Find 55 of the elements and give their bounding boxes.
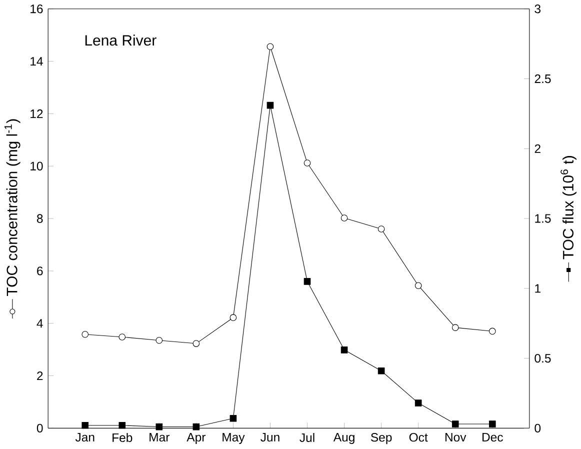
point xyxy=(304,160,311,167)
point xyxy=(340,214,348,222)
x-tick-label: Oct xyxy=(409,433,428,442)
y-axis-title: TOC concentration (mg l$^{-1}$) xyxy=(4,119,20,296)
point xyxy=(82,422,89,429)
point xyxy=(230,314,237,322)
y-tick-label: 2 xyxy=(37,372,43,380)
point xyxy=(118,334,126,341)
point xyxy=(192,340,200,348)
y-tick-label: 16 xyxy=(30,4,43,14)
x-tick-label: Dec xyxy=(482,433,503,442)
y2-axis-title: TOC flux (10$^{6}$ t) xyxy=(560,156,576,260)
x-tick-label: Sep xyxy=(370,433,392,444)
y2-tick-label: 0.5 xyxy=(534,354,551,363)
y-tick-label: 14 xyxy=(30,57,43,66)
point xyxy=(82,331,89,338)
y2-tick-label: 3 xyxy=(534,4,541,14)
x-tick-label: Nov xyxy=(445,433,466,442)
point xyxy=(378,226,385,233)
y2-tick-label: 2.5 xyxy=(534,74,551,84)
x-tick-label: Jun xyxy=(260,433,280,442)
y-tick-label: 8 xyxy=(36,214,43,224)
point xyxy=(340,346,348,354)
y-tick-label: 10 xyxy=(30,162,43,171)
x-tick-label: Aug xyxy=(333,433,354,444)
point xyxy=(488,420,496,428)
point xyxy=(266,102,274,109)
point xyxy=(266,43,274,50)
point xyxy=(414,282,422,290)
point xyxy=(192,424,200,430)
y-tick-label: 0 xyxy=(36,424,43,433)
x-tick-label: May xyxy=(222,433,245,444)
point xyxy=(488,328,496,335)
point xyxy=(156,337,163,344)
y2-tick-label: 0 xyxy=(534,424,541,433)
point xyxy=(230,415,237,422)
point xyxy=(156,424,163,430)
y-tick-label: 12 xyxy=(30,110,43,118)
point xyxy=(452,420,459,428)
x-tick-label: Jan xyxy=(75,433,94,442)
point xyxy=(452,324,459,332)
x-tick-label: Jul xyxy=(300,433,314,442)
y-tick-label: 6 xyxy=(37,266,43,276)
x-tick-label: Feb xyxy=(112,433,132,442)
x-tick-label: Apr xyxy=(186,433,206,444)
point xyxy=(118,422,126,429)
y2-tick-label: 1 xyxy=(535,284,540,293)
point xyxy=(304,278,311,286)
annotation: Lena River xyxy=(85,34,156,46)
point xyxy=(414,400,422,407)
y-tick-label: 4 xyxy=(36,319,43,328)
x-tick-label: Mar xyxy=(150,433,170,442)
y2-tick-label: 1.5 xyxy=(535,214,551,223)
y2-tick-label: 2 xyxy=(534,144,540,154)
point xyxy=(378,368,385,374)
